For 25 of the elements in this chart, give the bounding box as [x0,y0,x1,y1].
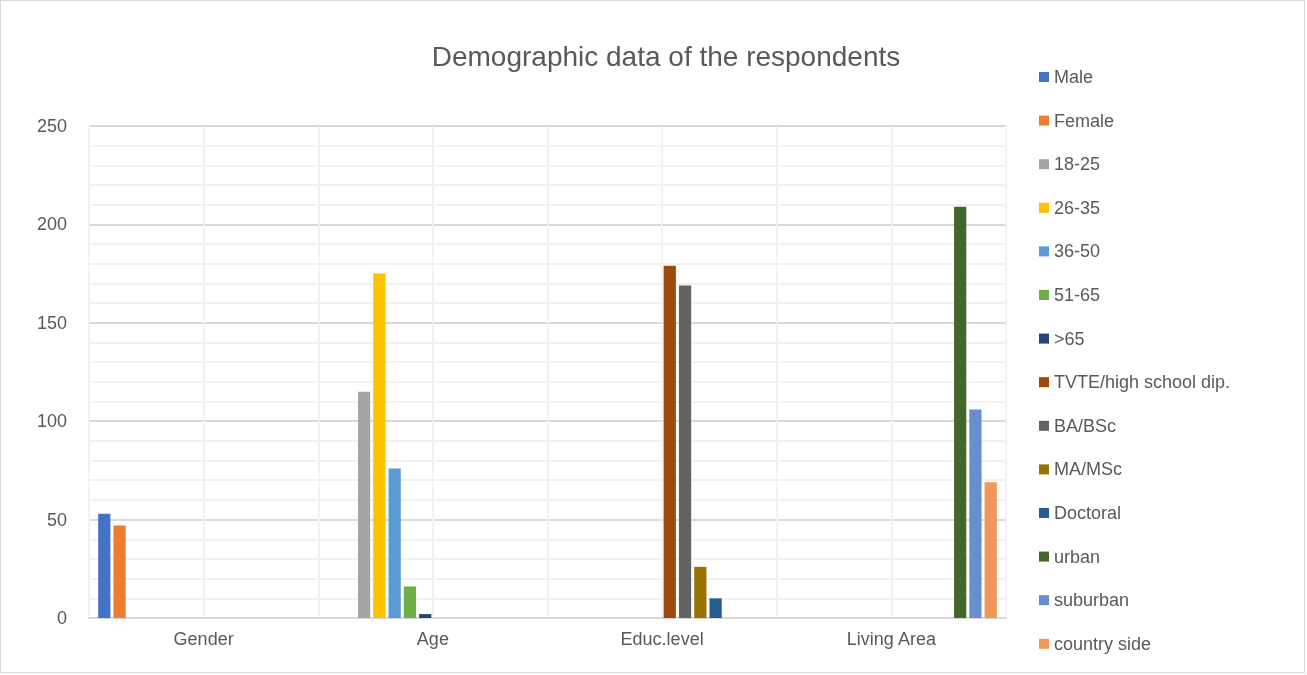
legend-label: 18-25 [1054,154,1101,175]
x-tick-label: Age [416,629,449,649]
legend-label: urban [1054,546,1101,567]
y-tick-label: 250 [36,116,67,136]
y-tick-label: 0 [56,608,67,628]
legend-label: suburban [1054,590,1130,611]
legend-label: MA/MSc [1054,459,1123,480]
y-tick-label: 50 [46,509,67,530]
y-tick-label: 100 [36,411,67,432]
legend-label: TVTE/high school dip. [1054,372,1231,393]
legend-label: 26-35 [1054,197,1101,218]
legend-label: 36-50 [1054,241,1101,262]
y-tick-label: 150 [36,312,67,333]
legend-label: country side [1054,633,1152,654]
x-tick-label: Educ.level [620,629,704,649]
legend-label: Doctoral [1054,503,1122,523]
legend-label: BA/BSc [1054,415,1117,436]
chart-title: Demographic data of the respondents [431,40,901,72]
x-tick-label: Living Area [846,629,937,649]
legend-label: Female [1054,110,1115,131]
legend-label: Male [1054,67,1094,87]
legend-label: 51-65 [1054,285,1101,305]
y-tick-label: 200 [36,214,67,235]
legend-label: >65 [1054,328,1085,349]
x-tick-label: Gender [173,629,234,649]
